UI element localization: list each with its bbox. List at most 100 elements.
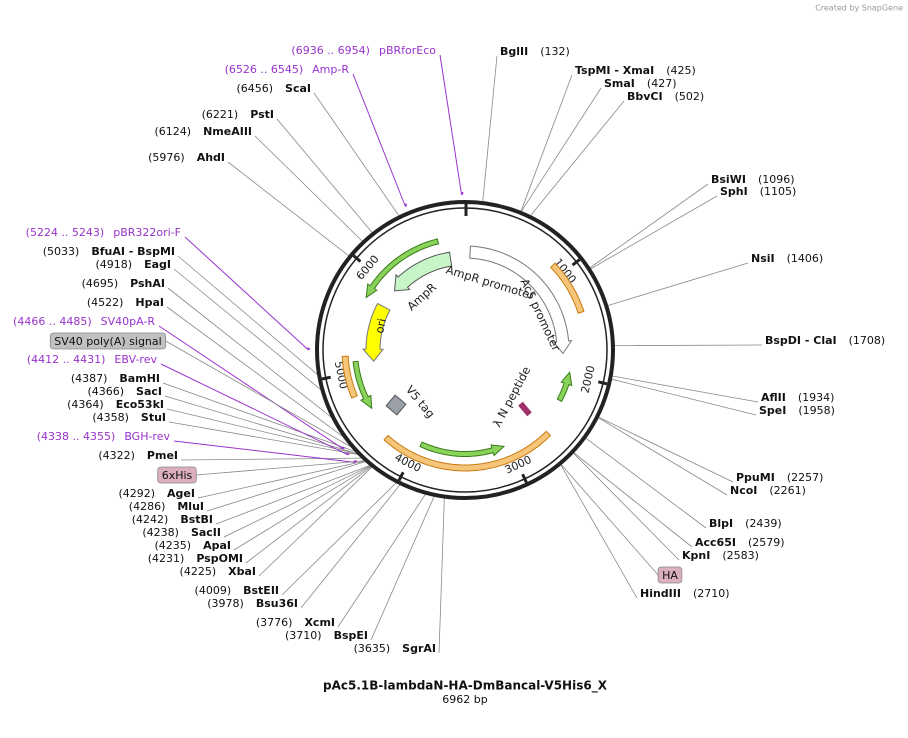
site-name: PpuMI bbox=[736, 471, 775, 484]
site-name: SphI bbox=[720, 185, 748, 198]
site-name: BbvCI bbox=[627, 90, 663, 103]
primer-mark bbox=[460, 191, 464, 196]
site-location: (3710) bbox=[285, 629, 322, 642]
site-name: ScaI bbox=[285, 82, 311, 95]
site-line bbox=[572, 452, 680, 561]
feature-arc bbox=[549, 262, 585, 314]
site-location: (3978) bbox=[207, 597, 244, 610]
site-line bbox=[370, 495, 435, 641]
site-name: KpnI bbox=[682, 549, 710, 562]
primer-line bbox=[184, 236, 309, 351]
site-line bbox=[227, 161, 350, 257]
ruler-tick bbox=[521, 473, 528, 484]
site-line bbox=[529, 100, 625, 217]
site-location: (3776) bbox=[256, 616, 293, 629]
site-line bbox=[223, 465, 372, 538]
primer-line bbox=[160, 363, 349, 456]
site-name: BspDI - ClaI bbox=[765, 334, 837, 347]
site-location: (4358) bbox=[92, 411, 129, 424]
feature-label: V5 tag bbox=[403, 383, 438, 421]
site-line bbox=[300, 484, 401, 609]
site-name: StuI bbox=[141, 411, 166, 424]
site-name: TspMI - XmaI bbox=[575, 64, 654, 77]
ruler-tick bbox=[397, 471, 405, 481]
site-location: (502) bbox=[675, 90, 705, 103]
site-name: BamHI bbox=[119, 372, 160, 385]
site-line bbox=[166, 306, 345, 439]
site-name: SgrAI bbox=[402, 642, 436, 655]
site-name: NcoI bbox=[730, 484, 757, 497]
site-name: PspOMI bbox=[196, 552, 243, 565]
site-name: SmaI bbox=[604, 77, 635, 90]
site-line bbox=[177, 255, 319, 376]
site-location: (4242) bbox=[132, 513, 169, 526]
site-line bbox=[233, 465, 372, 551]
site-line bbox=[589, 183, 709, 269]
primer-range: (6526 .. 6545) bbox=[225, 63, 304, 76]
site-location: (6456) bbox=[236, 82, 273, 95]
site-location: (4522) bbox=[87, 296, 124, 309]
feature-box-label: HA bbox=[662, 569, 678, 582]
primer-name: SV40pA-R bbox=[101, 315, 156, 328]
site-name: SacII bbox=[191, 526, 221, 539]
site-location: (4292) bbox=[118, 487, 155, 500]
site-name: AgeI bbox=[167, 487, 195, 500]
site-name: BglII bbox=[500, 45, 528, 58]
site-location: (4235) bbox=[155, 539, 192, 552]
site-location: (1708) bbox=[849, 334, 886, 347]
site-name: BsiWI bbox=[711, 173, 746, 186]
feature-box bbox=[657, 566, 683, 584]
ruler-label: 2000 bbox=[578, 364, 597, 394]
plasmid-name: pAc5.1B-lambdaN-HA-DmBancal-V5His6_X bbox=[323, 679, 608, 694]
site-name: HpaI bbox=[135, 296, 164, 309]
site-line bbox=[206, 460, 367, 512]
site-line bbox=[611, 378, 757, 416]
primer-name: pBRforEco bbox=[379, 44, 436, 57]
ruler-tick bbox=[571, 258, 581, 267]
backbone-outer bbox=[315, 200, 615, 500]
site-line bbox=[245, 465, 372, 564]
site-line bbox=[520, 74, 573, 212]
feature-box-label: SV40 poly(A) signal bbox=[54, 335, 161, 348]
site-location: (1958) bbox=[798, 404, 835, 417]
site-name: AhdI bbox=[197, 151, 225, 164]
feature-box-line bbox=[560, 463, 659, 576]
feature-arrow bbox=[365, 238, 440, 299]
site-location: (6124) bbox=[155, 125, 192, 138]
primer-name: EBV-rev bbox=[114, 353, 157, 366]
site-line bbox=[585, 437, 707, 529]
site-location: (4225) bbox=[180, 565, 217, 578]
site-name: PstI bbox=[250, 108, 274, 121]
site-line bbox=[589, 195, 718, 270]
site-location: (4364) bbox=[67, 398, 104, 411]
site-location: (2579) bbox=[748, 536, 785, 549]
feature-box-line bbox=[165, 340, 353, 449]
site-line bbox=[215, 464, 371, 525]
site-line bbox=[258, 466, 373, 577]
site-line bbox=[337, 493, 427, 628]
site-line bbox=[254, 135, 364, 242]
site-name: BfuAI - BspMI bbox=[91, 245, 175, 258]
site-location: (4918) bbox=[96, 258, 133, 271]
primer-range: (4412 .. 4431) bbox=[27, 353, 106, 366]
site-name: Acc65I bbox=[695, 536, 736, 549]
site-location: (3635) bbox=[354, 642, 391, 655]
primer-line bbox=[439, 54, 462, 194]
site-name: XbaI bbox=[228, 565, 256, 578]
site-line bbox=[173, 268, 322, 391]
primer-name: Amp-R bbox=[312, 63, 349, 76]
primer-line bbox=[352, 73, 406, 206]
primer-line bbox=[158, 325, 344, 450]
site-name: ApaI bbox=[203, 539, 231, 552]
primer-range: (4338 .. 4355) bbox=[37, 430, 116, 443]
site-location: (2257) bbox=[787, 471, 824, 484]
site-name: BstBI bbox=[180, 513, 213, 526]
feature-arrow bbox=[352, 360, 373, 410]
site-location: (5976) bbox=[148, 151, 185, 164]
site-location: (4387) bbox=[71, 372, 108, 385]
site-name: Eco53kI bbox=[116, 398, 164, 411]
site-name: HindIII bbox=[640, 587, 681, 600]
site-name: Bsu36I bbox=[256, 597, 298, 610]
site-line bbox=[168, 421, 360, 456]
